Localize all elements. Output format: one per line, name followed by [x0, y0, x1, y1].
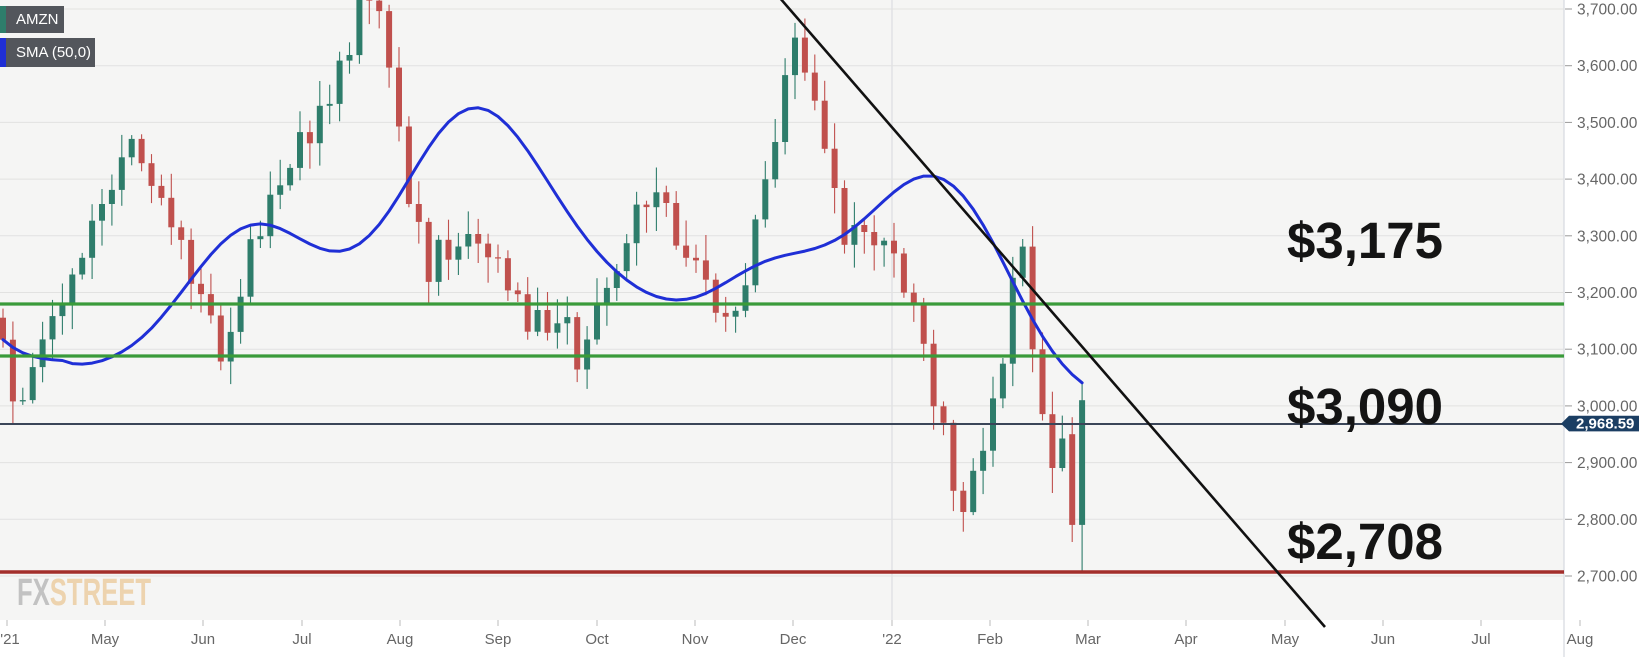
svg-text:$2,708: $2,708 [1287, 513, 1443, 570]
svg-text:2,968.59: 2,968.59 [1576, 416, 1634, 433]
svg-text:$3,090: $3,090 [1287, 378, 1443, 435]
svg-text:$3,175: $3,175 [1287, 212, 1443, 269]
